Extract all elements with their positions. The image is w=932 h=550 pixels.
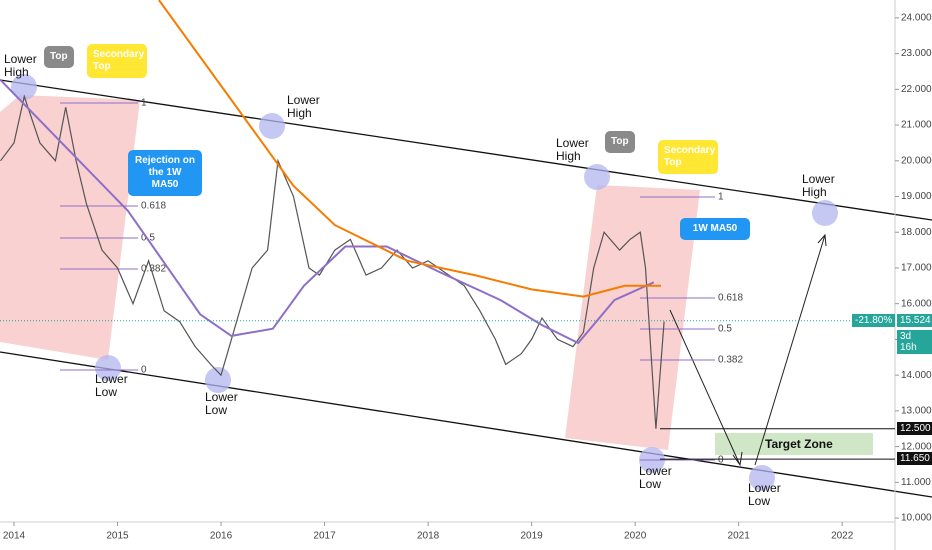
y-tick-label: 10.000 — [901, 513, 932, 524]
fib-label: 0.382 — [141, 264, 166, 275]
series-line — [158, 0, 661, 298]
x-tick-label: 2018 — [417, 531, 440, 542]
y-tick-label: 17.000 — [901, 263, 932, 274]
annotation: Target Zone — [765, 437, 833, 451]
annotation: Lower High — [4, 52, 37, 79]
fib-label: 0.5 — [718, 324, 732, 335]
x-tick-label: 2022 — [831, 531, 854, 542]
x-tick-label: 2015 — [106, 531, 129, 542]
y-tick-label: 24.000 — [901, 13, 932, 24]
fib-label: 1 — [141, 98, 147, 109]
x-tick-label: 2016 — [210, 531, 233, 542]
pivot-marker — [812, 200, 838, 226]
annotation: Lower Low — [205, 390, 238, 417]
annotation: Lower High — [287, 93, 320, 120]
fib-label: 0.618 — [141, 201, 166, 212]
x-tick-label: 2014 — [3, 531, 26, 542]
pivot-marker — [95, 355, 121, 381]
price-label: 12.500 — [897, 421, 932, 435]
fib-label: 0 — [718, 455, 724, 466]
fib-label: 0 — [141, 365, 147, 376]
annotation: Secondary Top — [658, 140, 718, 174]
x-tick-label: 2019 — [520, 531, 543, 542]
y-tick-label: 13.000 — [901, 406, 932, 417]
pivot-marker — [584, 164, 610, 190]
annotation: Lower High — [802, 172, 835, 199]
annotation: 1W MA50 — [680, 218, 750, 240]
fib-label: 0.382 — [718, 355, 743, 366]
annotation: Lower High — [556, 136, 589, 163]
series-line — [0, 79, 655, 345]
y-tick-label: 23.000 — [901, 48, 932, 59]
channel-top — [0, 79, 932, 221]
y-tick-label: 12.000 — [901, 441, 932, 452]
target-zone — [715, 433, 873, 455]
bearish-zone — [0, 95, 140, 360]
fib-label: 0.618 — [718, 293, 743, 304]
y-tick-label: 14.000 — [901, 370, 932, 381]
arrow — [669, 309, 743, 467]
pivot-marker — [11, 74, 37, 100]
x-tick-label: 2017 — [313, 531, 336, 542]
y-tick-label: 11.000 — [901, 477, 931, 488]
pivot-marker — [259, 113, 285, 139]
countdown-label: 3d 16h — [897, 329, 932, 354]
price-label: 11.650 — [897, 452, 932, 466]
pivot-marker — [749, 465, 775, 491]
channel-bottom — [0, 351, 932, 498]
annotation: Lower Low — [639, 464, 672, 491]
annotation: Top — [605, 131, 635, 153]
pivot-marker — [205, 367, 231, 393]
annotation: Lower Low — [95, 372, 128, 399]
x-tick-label: 2020 — [624, 531, 647, 542]
annotation: Rejection on the 1W MA50 — [128, 150, 202, 196]
fib-label: 1 — [718, 192, 724, 203]
y-tick-label: 19.000 — [901, 191, 932, 202]
annotation: Lower Low — [748, 481, 781, 508]
y-tick-label: 21.000 — [901, 120, 932, 131]
series-line — [0, 94, 665, 429]
y-tick-label: 18.000 — [901, 227, 932, 238]
price-label: 15.524 — [897, 313, 932, 327]
y-tick-label: 16.000 — [901, 298, 932, 309]
x-tick-label: 2021 — [728, 531, 751, 542]
change-label: -21.80% — [852, 313, 896, 327]
annotation: Top — [44, 46, 74, 68]
y-tick-label: 20.000 — [901, 155, 932, 166]
arrow — [754, 233, 827, 466]
y-tick-label: 22.000 — [901, 84, 932, 95]
annotation: Secondary Top — [87, 44, 147, 78]
